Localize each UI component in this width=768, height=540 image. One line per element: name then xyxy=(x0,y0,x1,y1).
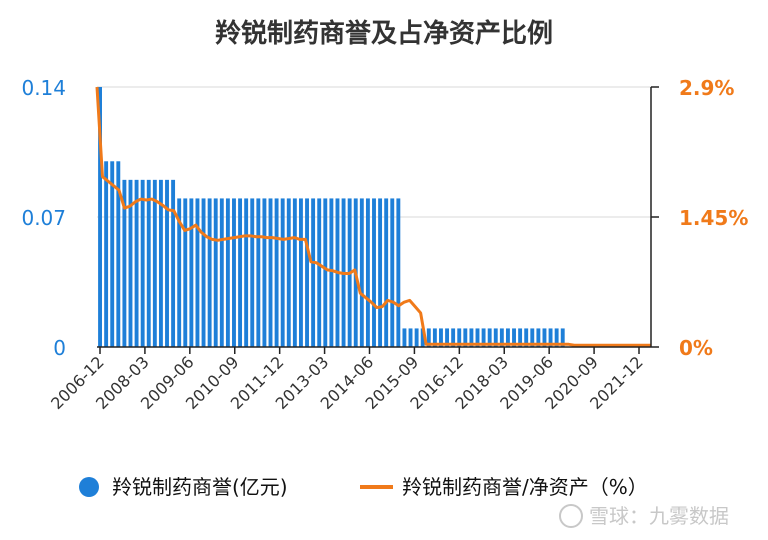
bar-44 xyxy=(365,198,370,347)
bar-57 xyxy=(445,328,450,347)
bar-66 xyxy=(499,328,504,347)
bar-6 xyxy=(134,179,139,347)
right-tick-label-1: 1.45% xyxy=(679,206,748,230)
bar-37 xyxy=(323,198,328,347)
bar-29 xyxy=(274,198,279,347)
bar-55 xyxy=(432,328,437,347)
bar-50 xyxy=(402,328,407,347)
bar-72 xyxy=(536,328,541,347)
bar-10 xyxy=(158,179,163,347)
x-axis-tick-labels: 2006-122008-032009-062010-092011-122013-… xyxy=(47,352,647,413)
bar-4 xyxy=(122,179,127,347)
bar-73 xyxy=(542,328,547,347)
bar-60 xyxy=(463,328,468,347)
bar-35 xyxy=(311,198,316,347)
bar-15 xyxy=(189,198,194,347)
bar-18 xyxy=(207,198,212,347)
legend: 羚锐制药商誉(亿元) 羚锐制药商誉/净资产（%） xyxy=(79,475,648,499)
bar-11 xyxy=(165,179,169,347)
bar-63 xyxy=(481,328,486,347)
axes xyxy=(97,86,659,354)
left-tick-label-1: 0.07 xyxy=(21,206,66,230)
watermark-logo-icon xyxy=(559,504,583,528)
bar-23 xyxy=(238,198,243,347)
bar-64 xyxy=(487,328,492,347)
bar-34 xyxy=(305,198,309,347)
bar-21 xyxy=(225,198,230,347)
chart-title: 羚锐制药商誉及占净资产比例 xyxy=(215,18,553,49)
bar-43 xyxy=(359,198,364,347)
bar-61 xyxy=(469,328,474,347)
bar-5 xyxy=(128,179,133,347)
bar-19 xyxy=(213,198,218,347)
bar-27 xyxy=(262,198,267,347)
bar-series xyxy=(98,87,565,347)
bar-53 xyxy=(420,328,425,347)
bar-49 xyxy=(396,198,401,347)
bar-47 xyxy=(384,198,389,347)
bar-32 xyxy=(292,198,297,347)
bar-48 xyxy=(390,198,395,347)
bar-13 xyxy=(177,198,182,347)
bar-51 xyxy=(408,328,413,347)
right-tick-label-2: 2.9% xyxy=(679,76,734,100)
left-tick-label-0: 0 xyxy=(53,336,66,360)
bar-59 xyxy=(457,328,462,347)
bar-17 xyxy=(201,198,206,347)
bar-22 xyxy=(232,198,236,347)
bar-36 xyxy=(317,198,322,347)
bar-46 xyxy=(378,198,383,347)
bar-28 xyxy=(268,198,273,347)
bar-31 xyxy=(286,198,291,347)
bar-33 xyxy=(298,198,303,347)
bar-67 xyxy=(505,328,510,347)
bar-12 xyxy=(171,179,176,347)
bar-69 xyxy=(518,328,523,347)
right-axis-tick-labels: 0% 1.45% 2.9% xyxy=(679,76,748,360)
bar-9 xyxy=(152,179,157,347)
bar-54 xyxy=(426,328,431,347)
watermark-text: 雪球：九雾数据 xyxy=(589,504,729,528)
bar-25 xyxy=(250,198,255,347)
bar-58 xyxy=(451,328,456,347)
watermark: 雪球：九雾数据 xyxy=(559,504,729,528)
bar-45 xyxy=(372,198,376,347)
legend-bar-marker xyxy=(79,477,99,497)
bar-70 xyxy=(524,328,529,347)
bar-38 xyxy=(329,198,334,347)
bar-68 xyxy=(512,328,516,347)
bar-3 xyxy=(116,161,121,347)
right-tick-label-0: 0% xyxy=(679,336,713,360)
bar-76 xyxy=(560,328,565,347)
bar-16 xyxy=(195,198,200,347)
bar-7 xyxy=(140,179,145,347)
bar-62 xyxy=(475,328,480,347)
bar-74 xyxy=(548,328,553,347)
bar-0 xyxy=(98,87,102,347)
legend-line-label: 羚锐制药商誉/净资产（%） xyxy=(402,475,648,499)
bar-8 xyxy=(146,179,151,347)
bar-14 xyxy=(183,198,188,347)
bar-75 xyxy=(554,328,559,347)
bar-71 xyxy=(530,328,535,347)
bar-24 xyxy=(244,198,249,347)
bar-52 xyxy=(414,328,419,347)
bar-30 xyxy=(280,198,285,347)
left-axis-tick-labels: 0 0.07 0.14 xyxy=(21,76,66,360)
bar-1 xyxy=(104,161,109,347)
bar-26 xyxy=(256,198,261,347)
line-path xyxy=(95,86,651,347)
bar-20 xyxy=(219,198,224,347)
legend-bar-label: 羚锐制药商誉(亿元) xyxy=(112,475,288,499)
line-series xyxy=(95,86,651,347)
bar-65 xyxy=(493,328,498,347)
bar-2 xyxy=(110,161,115,347)
left-tick-label-2: 0.14 xyxy=(21,76,66,100)
bar-56 xyxy=(439,328,443,347)
